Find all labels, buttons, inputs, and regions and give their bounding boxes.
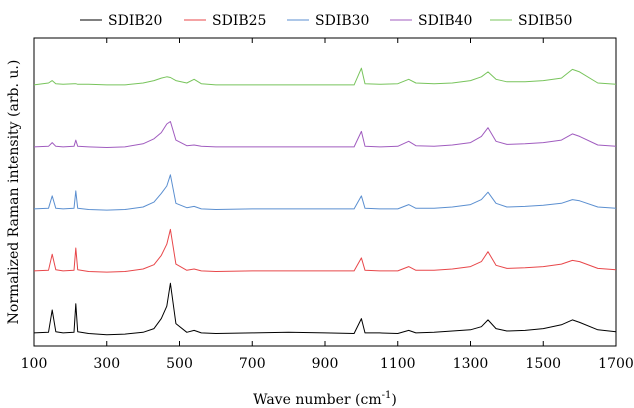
x-tick-label: 500 [166, 356, 193, 372]
series-line-sdib20 [33, 282, 617, 336]
legend-label-sdib40: SDIB40 [418, 13, 472, 29]
x-tick-label: 100 [21, 356, 48, 372]
x-tick-label: 700 [239, 356, 266, 372]
x-axis: 100 300 500 700 900 1100 1300 1500 1700 [21, 38, 634, 372]
legend-label-sdib20: SDIB20 [108, 13, 162, 29]
series-layer [33, 67, 617, 336]
legend-label-sdib50: SDIB50 [518, 13, 572, 29]
x-axis-label-main: Wave number (cm [253, 392, 381, 408]
x-tick-label: 1700 [598, 356, 634, 372]
x-axis-label-sup: -1 [382, 390, 392, 401]
legend-label-sdib30: SDIB30 [315, 13, 369, 29]
x-tick-label: 1500 [525, 356, 561, 372]
y-axis-label: Normalized Raman intensity (arb. u.) [6, 60, 22, 325]
series-line-sdib30 [33, 174, 617, 211]
x-tick-label: 300 [93, 356, 120, 372]
series-line-sdib25 [33, 228, 617, 273]
plot-frame [33, 37, 617, 347]
x-tick-label: 1300 [453, 356, 489, 372]
legend-label-sdib25: SDIB25 [212, 13, 266, 29]
series-line-sdib40 [33, 121, 617, 148]
x-axis-label-close: ) [391, 392, 396, 408]
legend: SDIB20 SDIB25 SDIB30 SDIB40 SDIB50 [80, 13, 572, 29]
series-line-sdib50 [33, 67, 617, 86]
x-axis-label: Wave number (cm-1) [253, 390, 397, 408]
x-tick-label: 900 [312, 356, 339, 372]
x-tick-label: 1100 [380, 356, 416, 372]
